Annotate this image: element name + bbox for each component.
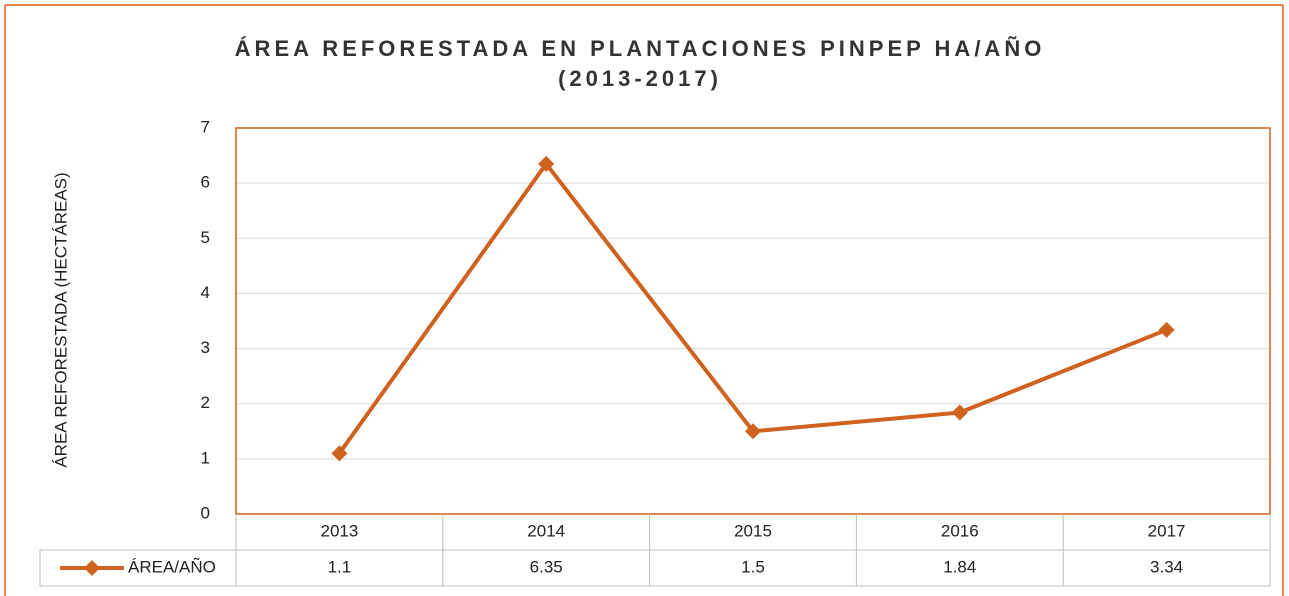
table-value: 1.84: [943, 557, 976, 576]
line-marker: [331, 445, 348, 462]
line-marker: [745, 423, 761, 440]
y-tick-label: 7: [201, 117, 210, 136]
table-value: 1.5: [741, 557, 765, 576]
line-series: [337, 161, 1168, 455]
y-tick-label: 4: [201, 283, 210, 302]
legend-marker: [84, 560, 100, 576]
y-tick-label: 5: [201, 228, 210, 247]
line-marker: [1158, 321, 1175, 338]
x-tick-label: 2017: [1148, 521, 1186, 540]
line-marker: [951, 404, 968, 421]
y-tick-label: 1: [201, 448, 210, 467]
table-value: 3.34: [1150, 557, 1183, 576]
table-value: 6.35: [530, 557, 563, 576]
y-tick-label: 2: [201, 393, 210, 412]
y-axis-label: ÁREA REFORESTADA (HECTÁREAS): [51, 172, 70, 467]
x-tick-label: 2014: [527, 521, 565, 540]
line-marker: [538, 155, 555, 172]
table-value: 1.1: [328, 557, 352, 576]
x-tick-label: 2015: [734, 521, 772, 540]
x-tick-label: 2013: [320, 521, 358, 540]
y-tick-label: 3: [201, 338, 210, 357]
chart-title: ÁREA REFORESTADA EN PLANTACIONES PINPEP …: [234, 36, 1046, 91]
plot-border: [235, 127, 1271, 515]
y-tick-label: 0: [201, 503, 210, 522]
legend-label: ÁREA/AÑO: [128, 557, 216, 576]
y-tick-label: 6: [201, 173, 210, 192]
x-tick-label: 2016: [941, 521, 979, 540]
